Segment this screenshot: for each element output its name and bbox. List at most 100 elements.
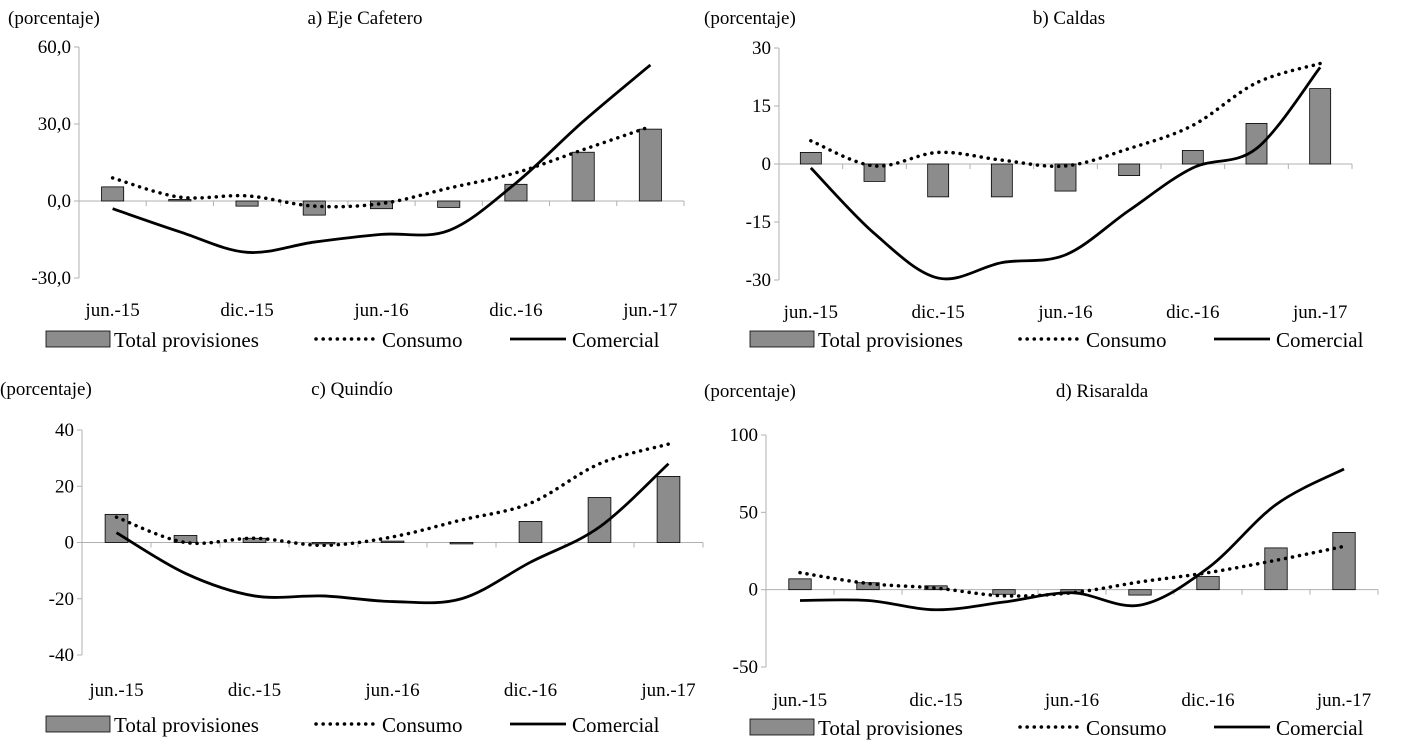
y-tick-label: 0	[749, 580, 759, 601]
bar-total-provisiones	[799, 151, 822, 165]
legend-label-total-provisiones: Total provisiones	[114, 713, 259, 737]
y-tick-label: -50	[733, 657, 758, 678]
bar-total-provisiones	[638, 128, 662, 202]
x-tick-label: jun.-15	[783, 302, 838, 323]
chart-title: d) Risaralda	[1056, 381, 1149, 402]
bar-total-provisiones	[1245, 123, 1268, 165]
bar-total-provisiones	[571, 151, 595, 202]
y-tick-label: 0	[762, 154, 772, 175]
x-tick-label: jun.-15	[772, 690, 827, 711]
chart-title: a) Eje Cafetero	[308, 8, 423, 29]
line-consumo	[809, 61, 1322, 169]
y-tick-label: -30,0	[31, 268, 71, 289]
chart-panel-b: (porcentaje) b) Caldas 30 15 0 -15 -30 jun.-15 d…	[704, 0, 1408, 373]
y-tick-label: -15	[746, 212, 771, 233]
legend-label-comercial: Comercial	[1276, 716, 1364, 740]
bar-total-provisiones	[370, 200, 393, 210]
x-tick-label: jun.-16	[1044, 690, 1099, 711]
y-tick-label: -20	[49, 589, 74, 610]
bar-total-provisiones	[1054, 163, 1077, 192]
x-tick-label: jun.-17	[640, 680, 695, 701]
chart-a: (porcentaje) a) Eje Cafetero 60,0 30,0 0,0 -3…	[8, 8, 685, 352]
line-consumo	[798, 544, 1346, 598]
x-tick-label: jun.-15	[88, 680, 143, 701]
bar-total-provisiones	[1118, 163, 1141, 176]
bar-total-provisiones	[168, 199, 192, 202]
y-tick-label: 60,0	[38, 37, 71, 58]
x-tick-label: jun.-17	[1316, 690, 1371, 711]
legend-label-comercial: Comercial	[572, 713, 660, 737]
y-tick-label: -30	[746, 270, 771, 291]
x-tick-label: jun.-16	[1037, 302, 1092, 323]
legend: Total provisiones Consumo Comercial	[45, 713, 660, 737]
legend-label-consumo: Consumo	[1086, 328, 1167, 352]
y-tick-label: 0	[65, 533, 75, 554]
line-comercial	[115, 462, 670, 605]
x-tick-label: jun.-17	[622, 300, 677, 321]
y-axis-label: (porcentaje)	[704, 8, 796, 29]
legend-label-consumo: Consumo	[382, 328, 463, 352]
chart-title: c) Quindío	[311, 379, 393, 400]
bar-total-provisiones	[504, 183, 528, 202]
legend: Total provisiones Consumo Comercial	[749, 716, 1364, 740]
bar-total-provisiones	[449, 542, 474, 545]
y-tick-label: 30	[752, 38, 771, 59]
bar-total-provisiones	[437, 200, 461, 208]
y-axis-label: (porcentaje)	[0, 379, 92, 400]
line-comercial	[799, 467, 1345, 612]
line-comercial	[112, 63, 652, 254]
chart-panel-d: (porcentaje) d) Risaralda 100 50 0 -50 jun.-15…	[704, 373, 1408, 746]
x-tick-label: jun.-15	[84, 300, 139, 321]
bar-total-provisiones	[1332, 532, 1356, 591]
x-tick-label: dic.-15	[228, 680, 281, 701]
bar-total-provisiones	[927, 163, 950, 198]
x-tick-label: dic.-15	[220, 300, 273, 321]
legend-label-total-provisiones: Total provisiones	[114, 328, 259, 352]
bar-total-provisiones	[924, 585, 948, 591]
bar-total-provisiones	[1181, 150, 1204, 165]
legend-label-total-provisiones: Total provisiones	[818, 328, 963, 352]
y-tick-label: 20	[55, 476, 74, 497]
legend-bar-swatch	[749, 718, 815, 736]
y-tick-label: -40	[49, 645, 74, 666]
y-tick-label: 15	[752, 96, 771, 117]
bar-total-provisiones	[518, 521, 543, 543]
x-tick-label: dic.-16	[1181, 690, 1234, 711]
legend: Total provisiones Consumo Comercial	[45, 328, 660, 352]
x-tick-label: dic.-16	[504, 680, 557, 701]
y-tick-label: 30,0	[38, 114, 71, 135]
y-tick-label: 0,0	[47, 191, 71, 212]
line-consumo	[110, 124, 653, 209]
legend: Total provisiones Consumo Comercial	[749, 328, 1364, 352]
chart-panel-a: (porcentaje) a) Eje Cafetero 60,0 30,0 0,0 -3…	[0, 0, 704, 373]
line-consumo	[114, 442, 671, 548]
bar-total-provisiones	[1309, 88, 1332, 165]
legend-label-total-provisiones: Total provisiones	[818, 716, 963, 740]
bar-total-provisiones	[1264, 547, 1288, 591]
x-tick-label: dic.-16	[1166, 302, 1219, 323]
line-comercial	[809, 66, 1322, 281]
legend-bar-swatch	[45, 715, 111, 733]
bar-total-provisiones	[656, 476, 681, 543]
x-tick-label: jun.-16	[364, 680, 419, 701]
chart-title: b) Caldas	[1033, 8, 1105, 29]
x-tick-label: dic.-15	[912, 302, 965, 323]
legend-label-comercial: Comercial	[1276, 328, 1364, 352]
x-tick-label: dic.-15	[909, 690, 962, 711]
legend-bar-swatch	[45, 330, 111, 348]
bar-total-provisiones	[863, 163, 886, 182]
bar-total-provisiones	[990, 163, 1013, 198]
x-tick-label: dic.-16	[489, 300, 542, 321]
y-tick-label: 40	[55, 420, 74, 441]
chart-d: (porcentaje) d) Risaralda 100 50 0 -50 jun.-15…	[704, 381, 1379, 740]
chart-b: (porcentaje) b) Caldas 30 15 0 -15 -30 jun.-15 d…	[704, 8, 1364, 352]
legend-bar-swatch	[749, 330, 815, 348]
bar-total-provisiones	[101, 186, 125, 202]
y-tick-label: 100	[730, 425, 759, 446]
bar-total-provisiones	[992, 589, 1016, 595]
bar-total-provisiones	[1128, 589, 1152, 596]
legend-label-consumo: Consumo	[1086, 716, 1167, 740]
bar-total-provisiones	[235, 200, 259, 207]
x-tick-label: jun.-16	[353, 300, 408, 321]
bar-total-provisiones	[173, 535, 198, 543]
